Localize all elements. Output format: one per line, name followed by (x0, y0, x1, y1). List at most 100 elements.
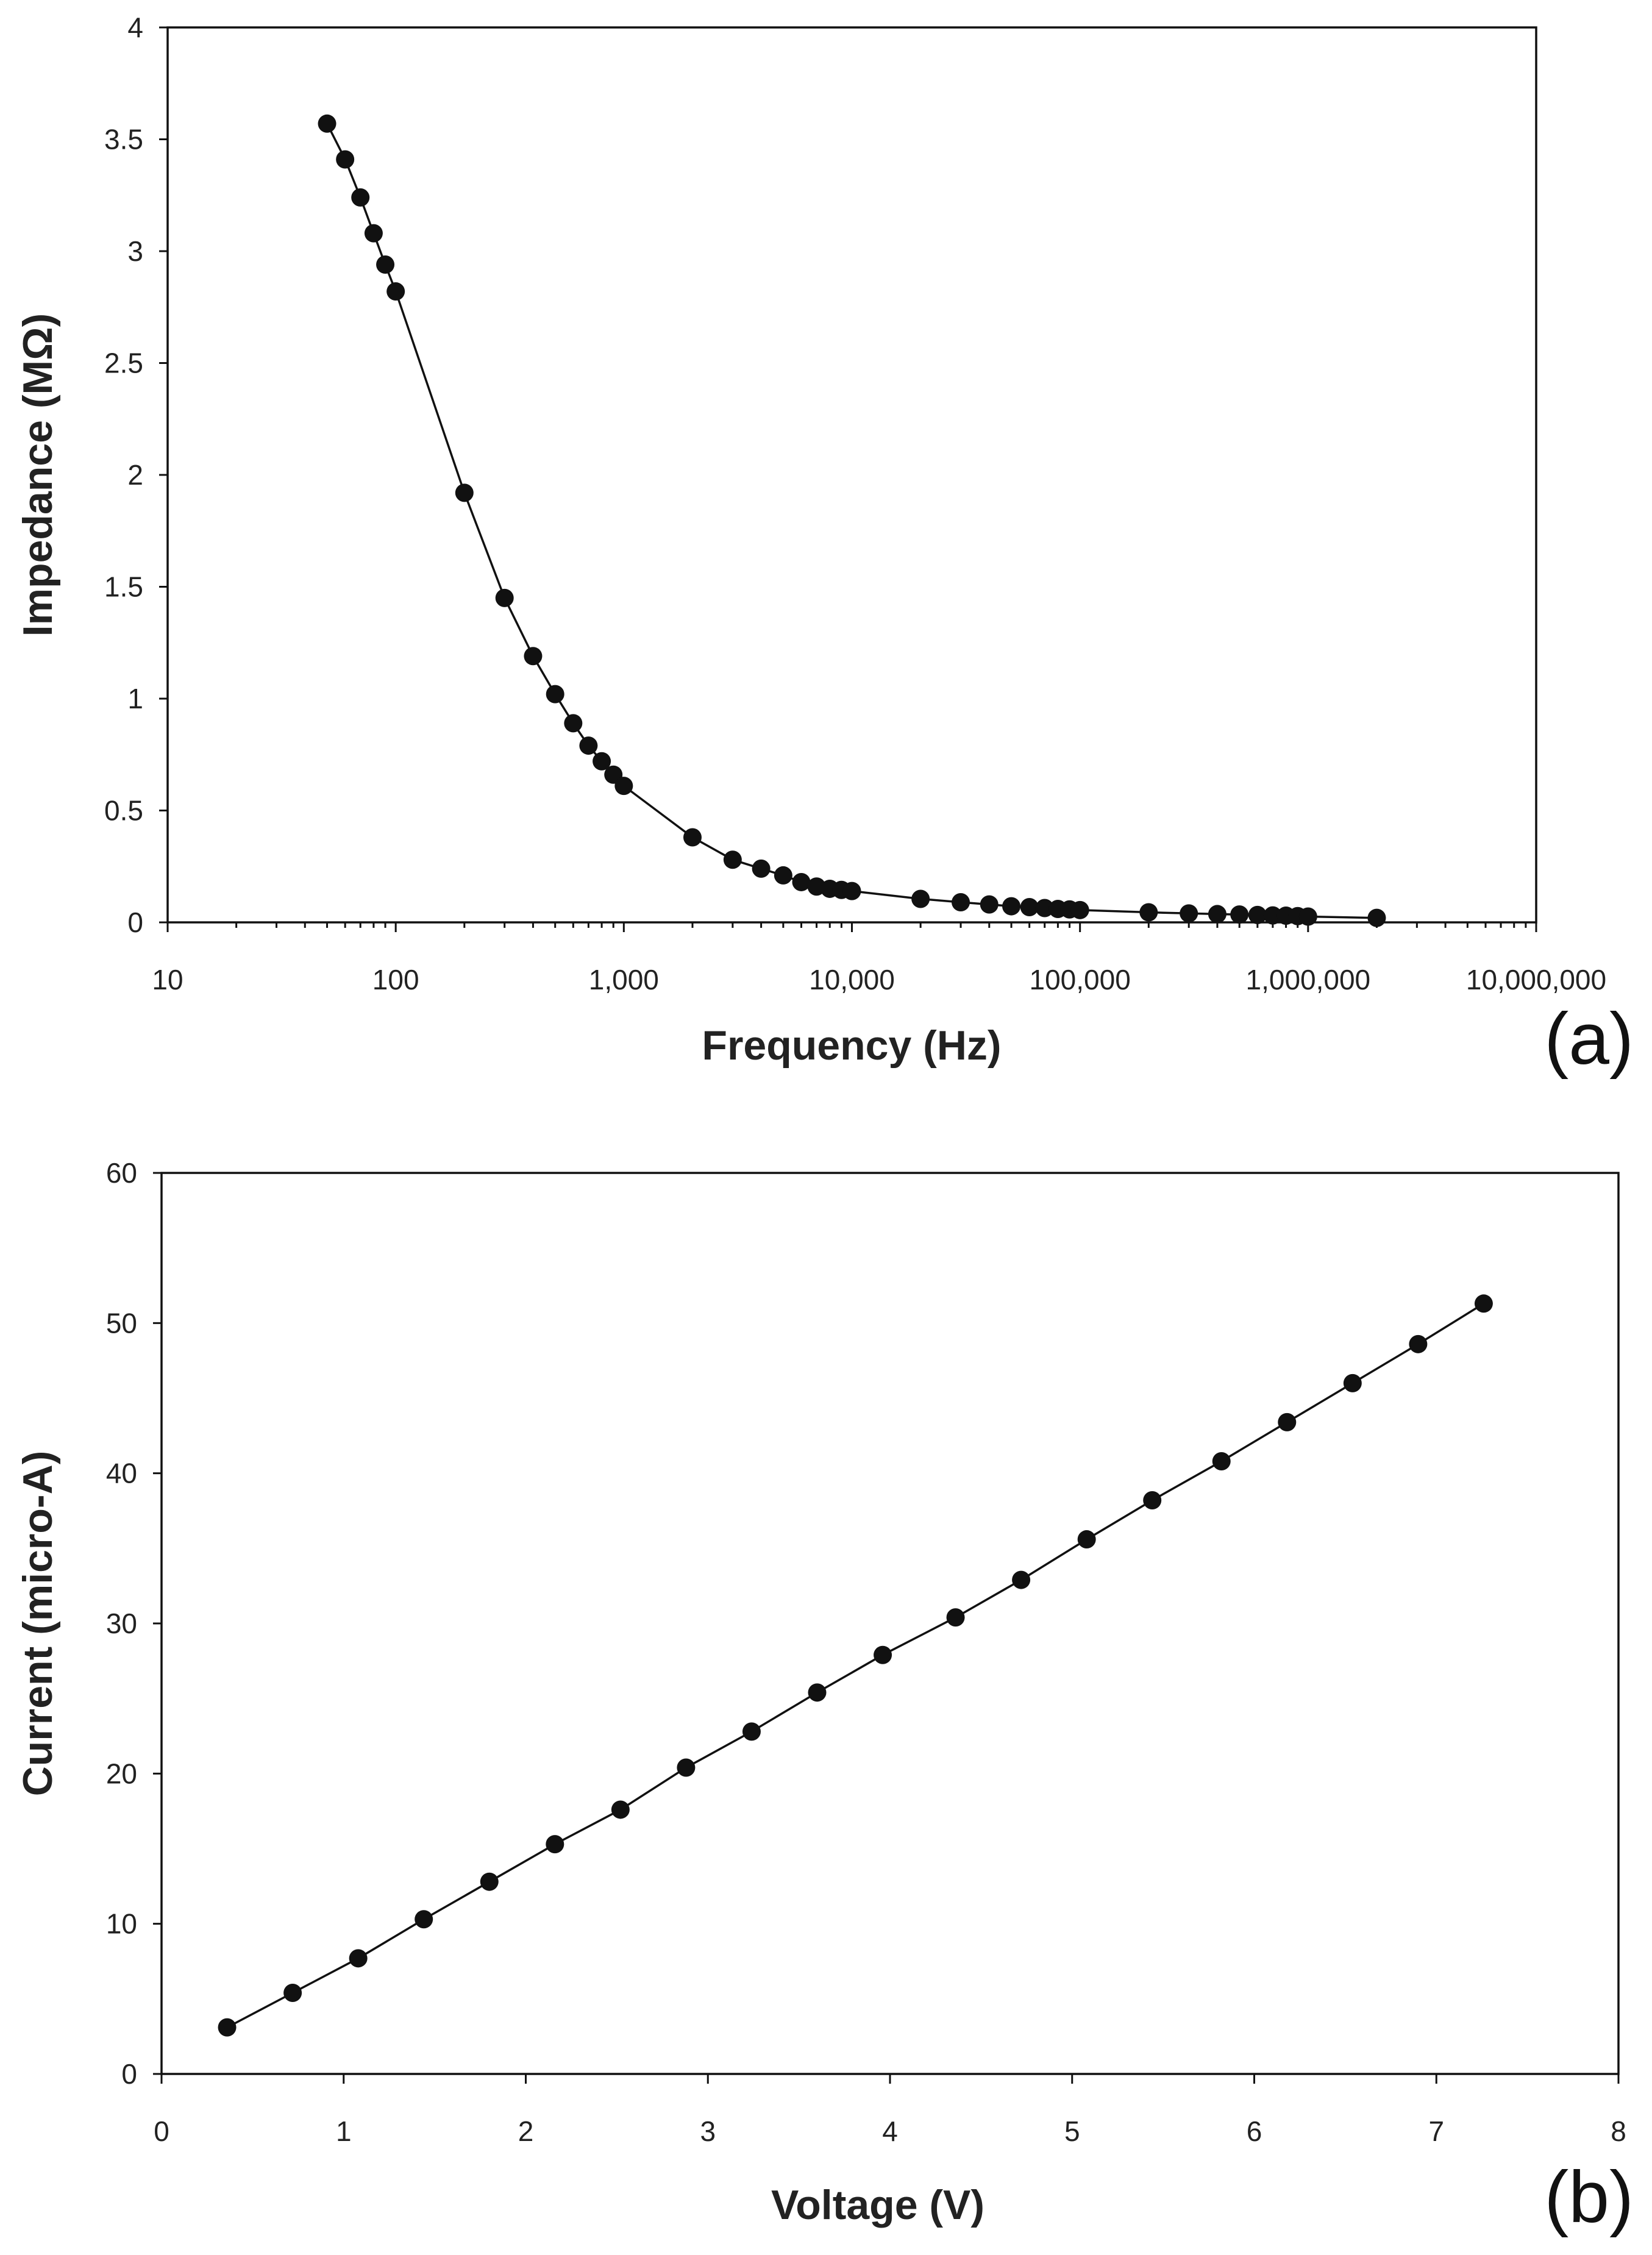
x-tick-label: 2 (518, 2115, 534, 2147)
data-point (1343, 1373, 1362, 1392)
data-point (1143, 1491, 1162, 1510)
current-voltage-chart: 0 1 2 3 4 5 6 7 8 0 10 20 30 40 50 60 Voltage (V) Curr… (15, 1157, 1634, 2238)
data-point (946, 1608, 965, 1627)
data-point (1298, 907, 1317, 926)
x-tick-label: 8 (1611, 2115, 1626, 2147)
data-point (546, 685, 564, 704)
data-point (1012, 1570, 1031, 1589)
y-tick-label: 1 (127, 683, 143, 714)
y-tick-label: 40 (106, 1458, 137, 1489)
x-tick-label: 4 (882, 2115, 898, 2147)
y-tick-labels-a: 0 0.5 1 1.5 2 2.5 3 3.5 4 (104, 12, 143, 938)
data-point (1070, 900, 1089, 919)
data-point (683, 828, 702, 847)
data-point (677, 1758, 696, 1777)
y-tick-label: 3.5 (104, 124, 143, 155)
data-point (1180, 904, 1198, 923)
x-axis-title-a: Frequency (Hz) (702, 1022, 1001, 1069)
x-tick-label: 1,000 (589, 964, 659, 996)
data-point (1248, 905, 1267, 924)
panel-label-b: (b) (1544, 2156, 1634, 2238)
y-tick-label: 30 (106, 1608, 137, 1639)
data-point (336, 150, 355, 169)
data-point (455, 483, 474, 502)
y-tick-label: 2 (127, 459, 143, 491)
data-point (318, 114, 336, 133)
tick-marks-a (159, 26, 1537, 932)
x-tick-label: 1,000,000 (1246, 964, 1371, 996)
x-tick-labels-a: 10 100 1,000 10,000 100,000 1,000,000 10,000,0… (152, 964, 1606, 996)
tick-marks-b (153, 1172, 1620, 2084)
y-tick-label: 60 (106, 1157, 137, 1189)
data-point (218, 2018, 237, 2037)
x-tick-label: 5 (1064, 2115, 1080, 2147)
x-tick-label: 7 (1428, 2115, 1444, 2147)
data-point (480, 1872, 499, 1891)
data-point (349, 1949, 368, 1968)
data-point (774, 866, 792, 885)
data-point (874, 1645, 892, 1664)
data-point (579, 736, 598, 755)
data-point (1263, 906, 1282, 925)
data-point (1367, 908, 1386, 927)
data-point (614, 777, 633, 796)
data-point (842, 882, 861, 900)
x-tick-label: 3 (700, 2115, 716, 2147)
data-point (386, 282, 405, 301)
y-tick-labels-b: 0 10 20 30 40 50 60 (106, 1157, 137, 2090)
plot-area-frame-a (166, 26, 1537, 924)
data-point (808, 1683, 827, 1702)
x-tick-label: 100,000 (1030, 964, 1131, 996)
x-tick-label: 1 (336, 2115, 352, 2147)
data-point (1474, 1294, 1493, 1313)
data-point (742, 1722, 761, 1741)
data-point (376, 255, 395, 274)
data-point (593, 752, 611, 771)
data-point (1020, 898, 1039, 917)
data-point (524, 647, 543, 666)
data-point (495, 588, 514, 607)
data-point (415, 1910, 433, 1929)
data-point (283, 1983, 302, 2002)
data-point (1035, 899, 1054, 917)
x-tick-label: 10 (152, 964, 183, 996)
impedance-data-points (318, 114, 1386, 927)
data-point (911, 889, 930, 908)
x-tick-label: 10,000,000 (1466, 964, 1606, 996)
y-tick-label: 4 (127, 12, 143, 43)
data-point (723, 850, 742, 869)
y-tick-label: 10 (106, 1908, 137, 1940)
panel-label-a: (a) (1544, 998, 1634, 1080)
data-point (1139, 903, 1158, 922)
data-point (364, 224, 383, 243)
data-point (546, 1835, 564, 1854)
x-tick-label: 100 (372, 964, 419, 996)
data-point (1212, 1452, 1231, 1470)
y-tick-label: 0 (127, 907, 143, 938)
x-axis-title-b: Voltage (V) (771, 2182, 984, 2228)
x-tick-label: 10,000 (809, 964, 895, 996)
y-axis-title-b: Current (micro-A) (15, 1451, 61, 1797)
current-series-line (226, 1302, 1484, 2029)
plot-area-frame-b (160, 1172, 1620, 2075)
y-tick-label: 0.5 (104, 795, 143, 827)
x-tick-label: 0 (154, 2115, 169, 2147)
y-tick-label: 0 (121, 2058, 137, 2090)
y-tick-label: 1.5 (104, 571, 143, 603)
current-data-points (218, 1294, 1493, 2037)
impedance-series-line (326, 123, 1377, 919)
data-point (980, 895, 999, 914)
y-tick-label: 50 (106, 1307, 137, 1339)
data-point (1409, 1334, 1428, 1353)
y-axis-title-a: Impedance (MΩ) (15, 313, 61, 637)
data-point (1278, 1412, 1297, 1431)
x-tick-label: 6 (1247, 2115, 1262, 2147)
data-point (1077, 1530, 1096, 1549)
data-point (351, 188, 370, 207)
data-point (792, 872, 811, 891)
data-point (1002, 897, 1021, 916)
y-tick-label: 2.5 (104, 347, 143, 379)
data-point (1208, 905, 1227, 924)
x-tick-labels-b: 0 1 2 3 4 5 6 7 8 (154, 2115, 1626, 2147)
